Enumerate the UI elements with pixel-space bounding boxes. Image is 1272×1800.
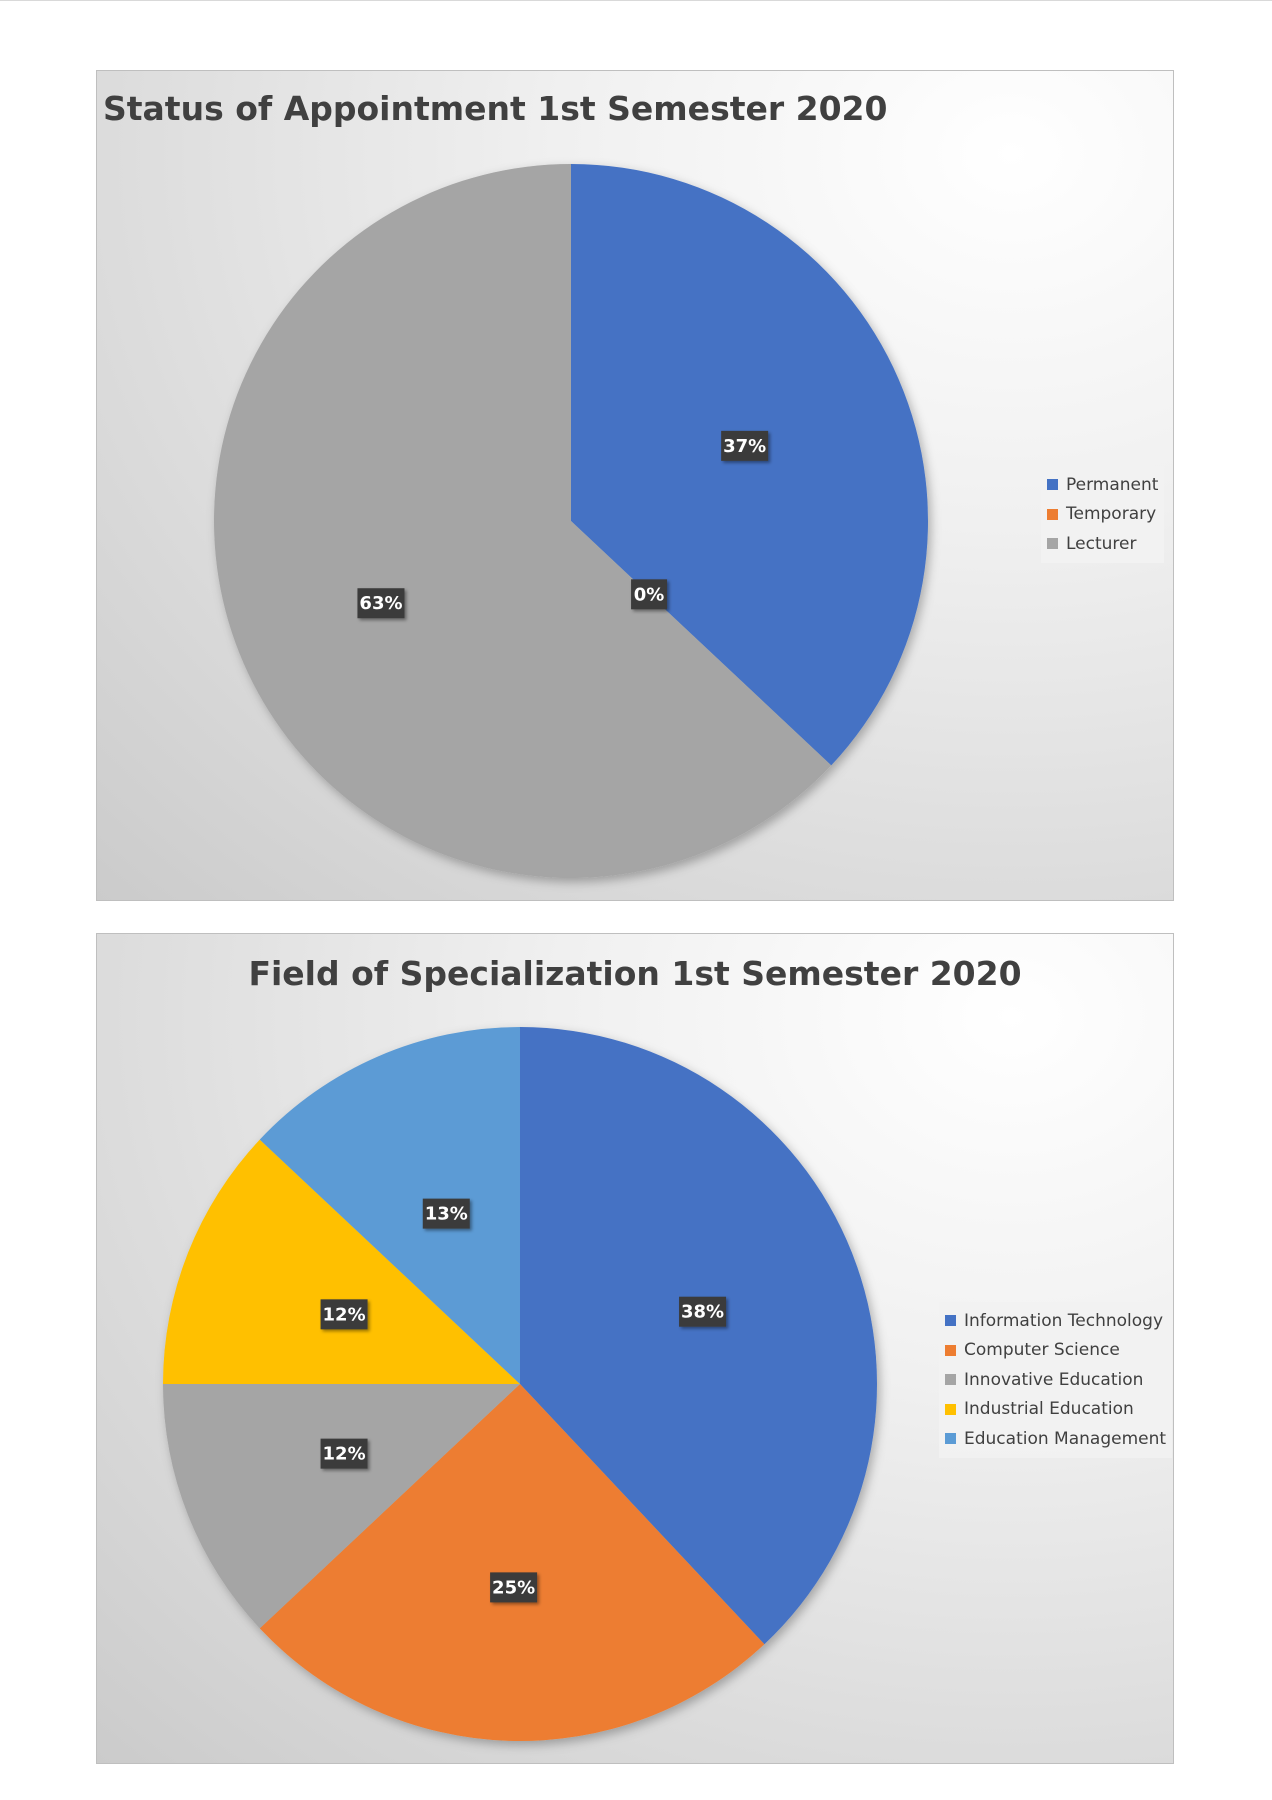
pie-slice-industrial-education — [163, 1139, 520, 1384]
legend-label: Lecturer — [1066, 533, 1137, 554]
data-label-industrial-education: 12% — [320, 1299, 368, 1330]
legend-swatch — [945, 1315, 956, 1327]
legend-item-industrial-education: Industrial Education — [945, 1395, 1166, 1425]
pie-slices — [163, 1027, 878, 1741]
chart-legend: Information Technology Computer Science In… — [939, 1302, 1173, 1458]
legend-item-innovative-education: Innovative Education — [945, 1365, 1166, 1395]
legend-label: Information Technology — [964, 1310, 1164, 1331]
legend-swatch — [945, 1403, 956, 1415]
legend-label: Education Management — [964, 1428, 1167, 1449]
field-of-specialization-chart: Field of Specialization 1st Semester 202… — [96, 933, 1174, 1764]
legend-item-permanent: Permanent — [1047, 470, 1158, 500]
data-label-permanent: 37% — [721, 430, 769, 461]
legend-item-information-technology: Information Technology — [945, 1306, 1166, 1336]
data-label-temporary: 0% — [631, 579, 668, 610]
data-label-computer-science: 25% — [490, 1572, 538, 1603]
legend-swatch — [945, 1344, 956, 1356]
data-label-text: 0% — [634, 584, 665, 605]
chart-legend: Permanent Temporary Lecturer — [1041, 466, 1165, 563]
data-label-education-management: 13% — [422, 1198, 470, 1229]
data-label-information-technology: 38% — [679, 1296, 727, 1327]
legend-label: Permanent — [1066, 474, 1159, 495]
data-label-innovative-education: 12% — [320, 1438, 368, 1469]
pie-chart: 38% 25% 12% 12% 13% — [163, 1027, 878, 1741]
legend-swatch — [1047, 508, 1058, 520]
legend-label: Temporary — [1066, 504, 1157, 525]
data-label-text: 37% — [723, 436, 766, 457]
data-label-text: 12% — [323, 1304, 366, 1325]
legend-item-education-management: Education Management — [945, 1424, 1166, 1454]
chart-title: Status of Appointment 1st Semester 2020 — [103, 89, 888, 128]
data-label-text: 25% — [492, 1577, 535, 1598]
legend-label: Computer Science — [964, 1340, 1120, 1361]
pie-slices — [214, 164, 929, 878]
pie-slice-computer-science — [259, 1384, 765, 1741]
pie-slice-education-management — [259, 1027, 520, 1384]
data-label-text: 63% — [359, 593, 402, 614]
status-of-appointment-chart: Status of Appointment 1st Semester 2020 … — [96, 70, 1174, 901]
legend-label: Innovative Education — [964, 1369, 1144, 1390]
legend-swatch — [1047, 479, 1058, 491]
pie-slice-innovative-education — [163, 1384, 520, 1629]
data-label-text: 12% — [323, 1444, 366, 1465]
data-label-text: 13% — [425, 1204, 468, 1225]
legend-item-computer-science: Computer Science — [945, 1336, 1166, 1366]
pie-slice-information-technology — [520, 1027, 878, 1645]
top-rule — [0, 0, 1272, 1]
legend-item-lecturer: Lecturer — [1047, 529, 1158, 559]
legend-label: Industrial Education — [964, 1399, 1134, 1420]
chart-title: Field of Specialization 1st Semester 202… — [248, 954, 1022, 993]
data-label-text: 38% — [681, 1302, 724, 1323]
legend-swatch — [1047, 538, 1058, 550]
pie-slice-permanent — [571, 164, 929, 766]
legend-swatch — [945, 1374, 956, 1386]
legend-swatch — [945, 1433, 956, 1445]
data-label-lecturer: 63% — [357, 588, 405, 619]
pie-chart: 37% 0% 63% — [214, 164, 929, 878]
legend-item-temporary: Temporary — [1047, 500, 1158, 530]
pie-slice-lecturer — [214, 164, 832, 878]
